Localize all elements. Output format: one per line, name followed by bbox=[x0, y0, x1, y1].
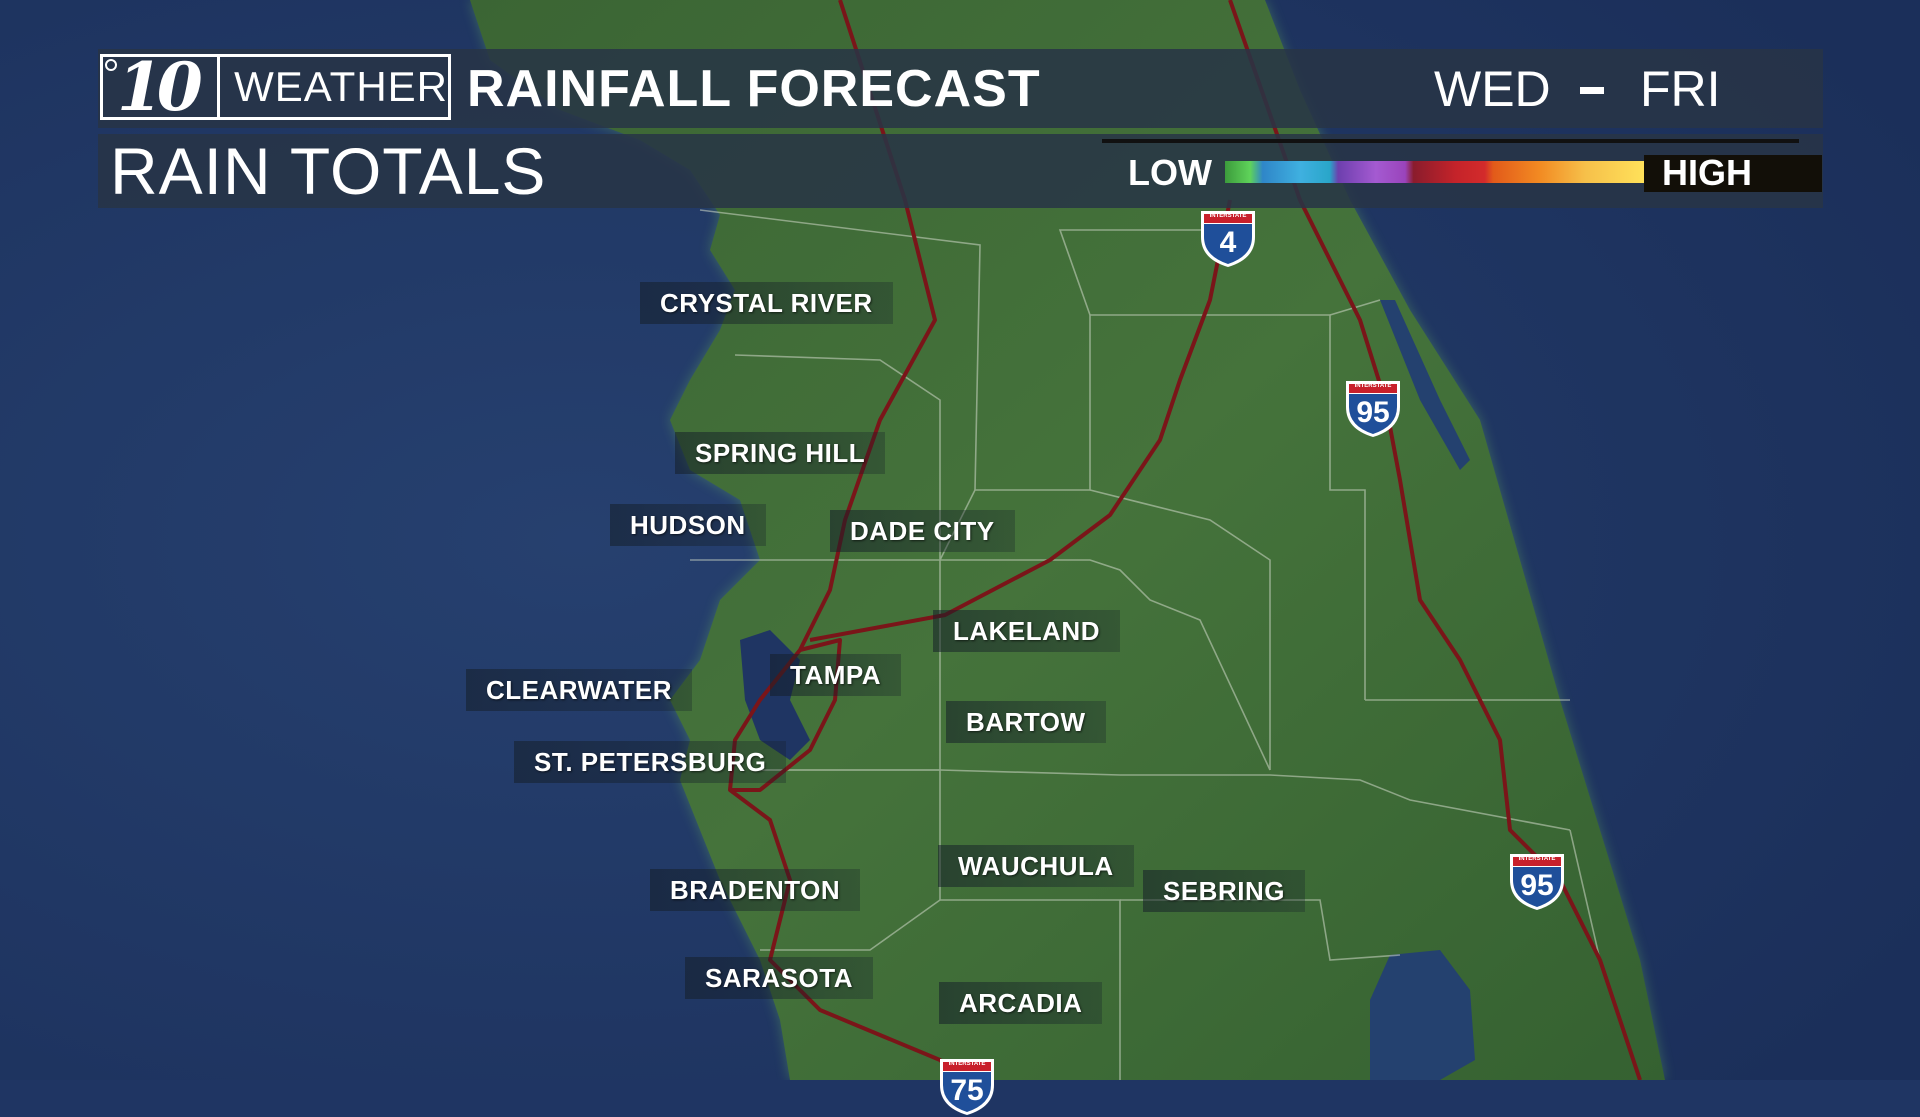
logo-divider bbox=[217, 57, 221, 117]
interstate-4-shield: INTERSTATE 4 bbox=[1197, 207, 1259, 269]
interstate-95-shield: INTERSTATE 95 bbox=[1342, 377, 1404, 439]
day-start: WED bbox=[1434, 61, 1551, 117]
city-label-spring-hill: SPRING HILL bbox=[675, 432, 886, 474]
city-label-bradenton: BRADENTON bbox=[650, 869, 861, 911]
city-label-tampa: TAMPA bbox=[770, 654, 902, 696]
city-label-clearwater: CLEARWATER bbox=[466, 669, 693, 711]
day-range-dash bbox=[1580, 87, 1604, 94]
city-label-crystal-river: CRYSTAL RIVER bbox=[640, 282, 893, 324]
page-subtitle: RAIN TOTALS bbox=[110, 134, 547, 208]
logo-number: 10 bbox=[117, 48, 203, 126]
city-label-st-petersburg: ST. PETERSBURG bbox=[514, 741, 787, 783]
interstate-95-shield-south: INTERSTATE 95 bbox=[1506, 850, 1568, 912]
logo-word: WEATHER bbox=[234, 63, 448, 110]
city-label-bartow: BARTOW bbox=[946, 701, 1106, 743]
title-bar bbox=[98, 49, 1823, 128]
lake-okeechobee bbox=[1370, 950, 1475, 1080]
interstate-75-shield: INTERSTATE 75 bbox=[936, 1055, 998, 1117]
rainfall-color-scale bbox=[1225, 161, 1644, 183]
city-label-sebring: SEBRING bbox=[1143, 870, 1305, 912]
scale-high-label: HIGH bbox=[1662, 152, 1752, 193]
scale-rule bbox=[1102, 139, 1799, 143]
scale-low-label: LOW bbox=[1128, 152, 1212, 193]
land-mass bbox=[470, 0, 1665, 1080]
cbs-eye-icon bbox=[105, 59, 117, 71]
station-logo: 10 WEATHER bbox=[100, 54, 451, 120]
city-label-lakeland: LAKELAND bbox=[933, 610, 1120, 652]
page-title: RAINFALL FORECAST bbox=[467, 60, 1041, 118]
city-label-dade-city: DADE CITY bbox=[830, 510, 1015, 552]
scale-high-box bbox=[1644, 155, 1822, 192]
city-label-hudson: HUDSON bbox=[610, 504, 766, 546]
city-label-sarasota: SARASOTA bbox=[685, 957, 873, 999]
city-label-wauchula: WAUCHULA bbox=[938, 845, 1134, 887]
city-label-arcadia: ARCADIA bbox=[939, 982, 1103, 1024]
day-end: FRI bbox=[1640, 61, 1721, 117]
